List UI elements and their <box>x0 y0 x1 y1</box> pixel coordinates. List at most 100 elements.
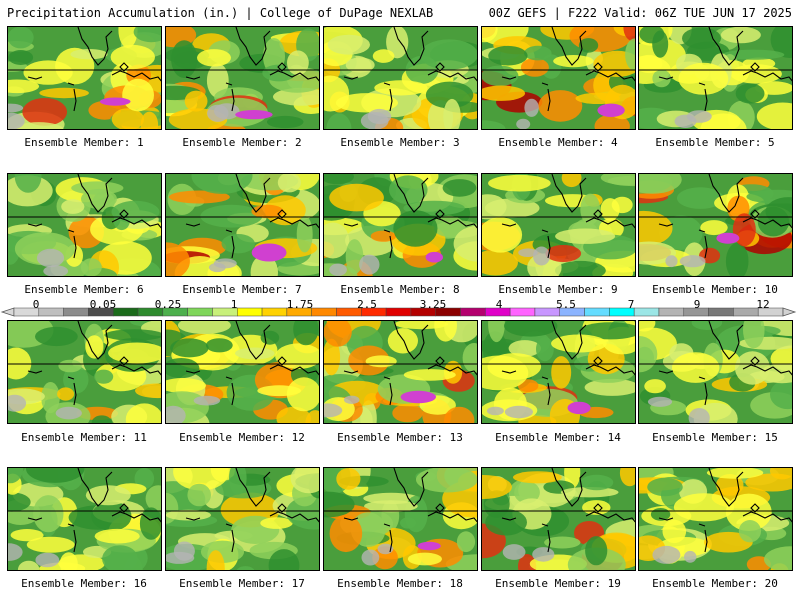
precip-contour <box>639 210 673 247</box>
colorbar-segment <box>311 307 337 317</box>
ensemble-member-label: Ensemble Member: 12 <box>179 431 305 444</box>
precip-contour <box>206 63 229 98</box>
precip-contour <box>560 487 619 498</box>
precip-contour <box>17 560 40 570</box>
coastline <box>185 174 319 259</box>
precip-contour <box>111 108 144 129</box>
dry-area <box>486 406 504 416</box>
precip-contour <box>169 190 230 204</box>
precip-contour <box>555 260 606 276</box>
precip-map <box>166 174 319 276</box>
precip-map <box>639 321 792 423</box>
dry-area <box>377 543 394 555</box>
precip-map <box>8 174 161 276</box>
coastline <box>27 27 161 112</box>
precip-contour <box>520 58 549 77</box>
precip-contour <box>8 50 34 65</box>
dry-area <box>679 255 706 268</box>
precip-contour <box>305 410 319 423</box>
precip-map <box>482 27 635 129</box>
coastline <box>658 321 792 406</box>
heavy-precip-core <box>400 390 436 404</box>
precip-contour <box>508 340 541 357</box>
precip-map <box>324 468 477 570</box>
precip-contour <box>482 475 512 499</box>
precip-contour <box>545 245 582 262</box>
dry-area <box>55 406 82 420</box>
dry-area <box>518 248 538 257</box>
precip-contour <box>676 187 724 209</box>
precip-contour <box>22 98 68 126</box>
precip-contour <box>652 69 671 88</box>
precip-contour <box>482 65 519 87</box>
colorbar-tick-label: 12 <box>756 298 770 311</box>
precip-contour <box>85 485 131 506</box>
dry-area <box>524 98 539 117</box>
precip-contour <box>104 329 161 341</box>
precip-contour <box>266 115 304 129</box>
heavy-precip-core <box>251 243 287 262</box>
precip-contour <box>94 369 114 384</box>
ensemble-map-panel <box>323 173 478 277</box>
colorbar-tick-label: 3.25 <box>419 298 447 311</box>
precip-map <box>482 321 635 423</box>
precip-contour <box>678 62 729 95</box>
precip-contour <box>91 415 112 423</box>
dry-area <box>214 103 240 120</box>
precip-contour <box>235 347 275 360</box>
precip-map <box>324 174 477 276</box>
ensemble-member-label: Ensemble Member: 7 <box>182 283 302 296</box>
precip-contour <box>329 514 363 553</box>
coastline <box>658 27 792 112</box>
precip-contour <box>372 49 395 63</box>
precip-contour <box>139 507 161 540</box>
precip-contour <box>513 471 562 484</box>
precip-contour <box>229 468 247 495</box>
ensemble-member-label: Ensemble Member: 17 <box>179 577 305 590</box>
precip-contour <box>10 529 44 542</box>
precip-contour <box>125 403 161 423</box>
precip-contour <box>625 38 635 71</box>
precip-contour <box>725 242 749 276</box>
heavy-precip-core <box>99 97 131 106</box>
coastline <box>343 174 477 259</box>
precip-contour <box>205 338 233 353</box>
precip-map <box>166 321 319 423</box>
colorbar-graphic <box>0 307 797 317</box>
ensemble-map-panel <box>165 467 320 571</box>
precip-contour <box>682 27 721 50</box>
coastline <box>501 468 635 553</box>
precip-contour <box>416 468 477 493</box>
dry-area <box>504 405 533 419</box>
precip-contour <box>639 321 656 332</box>
colorbar-segment <box>509 307 536 317</box>
coastline <box>343 468 477 553</box>
precip-contour <box>364 500 418 513</box>
precip-contour <box>94 528 140 544</box>
precip-contour <box>177 321 231 334</box>
precip-contour <box>673 493 735 522</box>
precip-contour <box>488 45 528 66</box>
precip-map <box>482 468 635 570</box>
precip-contour <box>8 468 24 484</box>
dry-area <box>8 112 25 129</box>
colorbar-tick-label: 4 <box>495 298 503 311</box>
precip-contour <box>71 181 124 195</box>
precip-map <box>639 174 792 276</box>
precip-contour <box>41 382 60 414</box>
precip-contour <box>700 220 728 236</box>
precip-contour <box>59 552 78 570</box>
precip-contour <box>360 400 377 423</box>
heavy-precip-core <box>597 103 625 118</box>
dry-area <box>359 254 380 275</box>
ensemble-map-panel <box>323 26 478 130</box>
precip-map <box>8 321 161 423</box>
colorbar-segment <box>385 307 412 317</box>
precip-contour <box>374 80 428 96</box>
colorbar-segment <box>63 307 89 317</box>
ensemble-member-label: Ensemble Member: 14 <box>495 431 621 444</box>
precip-contour <box>456 531 476 553</box>
precip-contour <box>538 90 583 122</box>
precip-map <box>166 468 319 570</box>
dry-area <box>647 396 673 407</box>
